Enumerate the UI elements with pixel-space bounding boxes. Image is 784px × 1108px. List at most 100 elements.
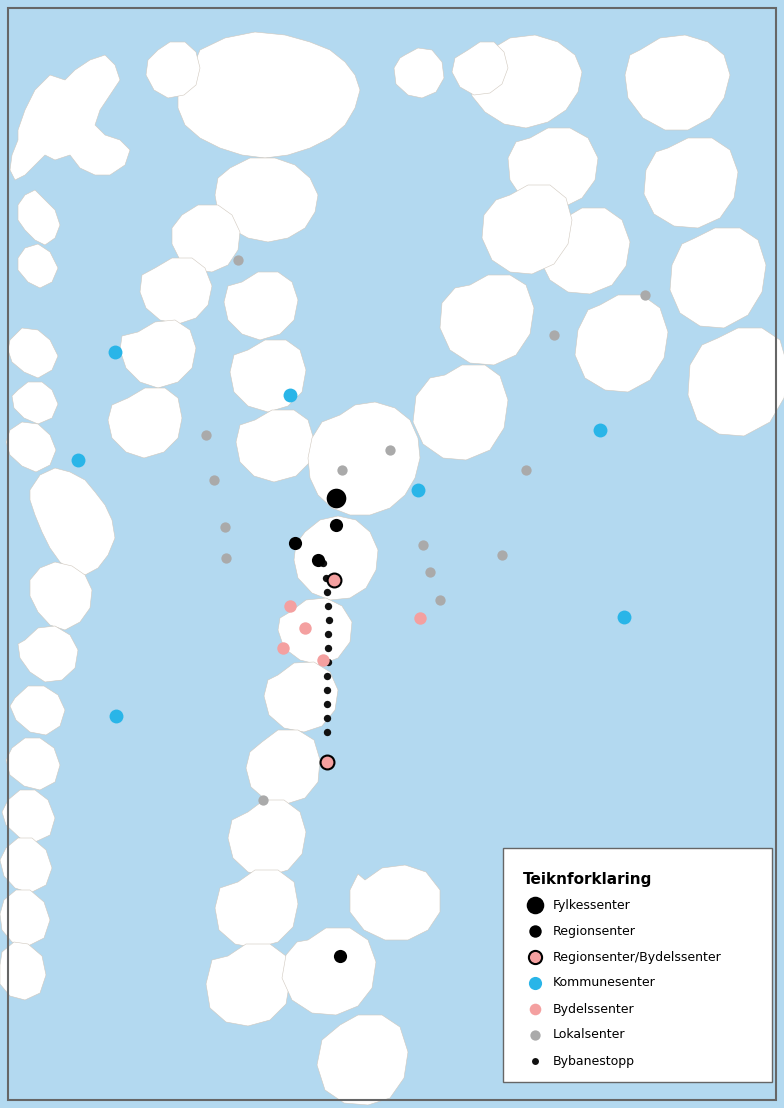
Point	[417, 536, 430, 554]
Point	[334, 947, 347, 965]
Polygon shape	[540, 208, 630, 294]
Point	[219, 519, 231, 536]
Polygon shape	[264, 661, 338, 732]
Point	[317, 554, 329, 572]
Point	[412, 481, 424, 499]
Point	[321, 753, 333, 771]
Point	[528, 1026, 541, 1044]
Point	[528, 922, 541, 940]
Point	[321, 639, 334, 657]
Point	[321, 667, 333, 685]
Point	[328, 571, 340, 588]
Point	[220, 550, 232, 567]
Text: Regionsenter/Bydelssenter: Regionsenter/Bydelssenter	[553, 951, 722, 964]
Point	[289, 534, 301, 552]
Polygon shape	[236, 410, 314, 482]
Polygon shape	[482, 185, 572, 274]
FancyBboxPatch shape	[503, 848, 772, 1083]
Point	[520, 461, 532, 479]
Text: Lokalsenter: Lokalsenter	[553, 1028, 626, 1042]
Point	[548, 326, 561, 343]
Point	[200, 427, 212, 444]
Polygon shape	[246, 730, 320, 804]
Polygon shape	[18, 189, 60, 245]
Text: Fylkessenter: Fylkessenter	[553, 899, 631, 912]
Point	[528, 948, 541, 966]
Point	[321, 709, 333, 727]
Point	[323, 612, 336, 629]
Polygon shape	[30, 562, 92, 630]
Point	[593, 421, 606, 439]
Point	[321, 653, 334, 670]
Polygon shape	[452, 42, 508, 95]
Polygon shape	[18, 244, 58, 288]
Point	[383, 441, 396, 459]
Point	[71, 451, 84, 469]
Point	[528, 1001, 541, 1018]
Point	[208, 471, 220, 489]
Point	[317, 652, 329, 669]
Point	[321, 695, 333, 712]
Polygon shape	[178, 32, 360, 158]
Point	[423, 563, 436, 581]
Polygon shape	[140, 258, 212, 324]
Point	[639, 286, 652, 304]
Point	[277, 639, 289, 657]
Polygon shape	[2, 790, 55, 842]
Point	[321, 724, 333, 741]
Text: Bybanestopp: Bybanestopp	[553, 1055, 635, 1067]
Point	[414, 609, 426, 627]
Polygon shape	[8, 328, 58, 378]
Point	[528, 1053, 541, 1070]
Polygon shape	[228, 800, 306, 876]
Polygon shape	[215, 158, 318, 242]
Polygon shape	[508, 129, 598, 208]
Point	[299, 619, 311, 637]
Text: Bydelssenter: Bydelssenter	[553, 1003, 634, 1016]
Polygon shape	[10, 686, 65, 735]
Point	[321, 597, 334, 615]
Point	[320, 570, 332, 587]
Polygon shape	[108, 388, 182, 458]
Polygon shape	[206, 944, 290, 1026]
Polygon shape	[0, 942, 46, 1001]
Point	[528, 974, 541, 992]
Point	[618, 608, 630, 626]
Point	[321, 625, 334, 643]
Point	[330, 489, 343, 506]
Polygon shape	[6, 738, 60, 790]
Text: Regionsenter: Regionsenter	[553, 924, 636, 937]
Polygon shape	[215, 870, 298, 948]
Point	[232, 252, 245, 269]
Polygon shape	[224, 271, 298, 340]
Polygon shape	[120, 320, 196, 388]
Point	[528, 896, 541, 914]
Polygon shape	[413, 365, 508, 460]
Polygon shape	[282, 929, 376, 1015]
Point	[284, 597, 296, 615]
Point	[256, 791, 269, 809]
Point	[330, 516, 343, 534]
Point	[109, 343, 122, 361]
Polygon shape	[12, 382, 58, 424]
Polygon shape	[625, 35, 730, 130]
Polygon shape	[18, 626, 78, 683]
Point	[336, 461, 348, 479]
Text: Kommunesenter: Kommunesenter	[553, 976, 655, 989]
Polygon shape	[350, 865, 440, 940]
Polygon shape	[688, 328, 784, 437]
Polygon shape	[670, 228, 766, 328]
Point	[284, 386, 296, 403]
Polygon shape	[440, 275, 534, 365]
Polygon shape	[470, 35, 582, 129]
Polygon shape	[0, 890, 50, 946]
Polygon shape	[30, 468, 115, 575]
Polygon shape	[0, 838, 52, 893]
Polygon shape	[10, 55, 130, 179]
Point	[312, 551, 325, 568]
Point	[321, 681, 333, 699]
Polygon shape	[308, 402, 420, 515]
Point	[434, 592, 446, 609]
Polygon shape	[6, 422, 56, 472]
Point	[495, 546, 508, 564]
